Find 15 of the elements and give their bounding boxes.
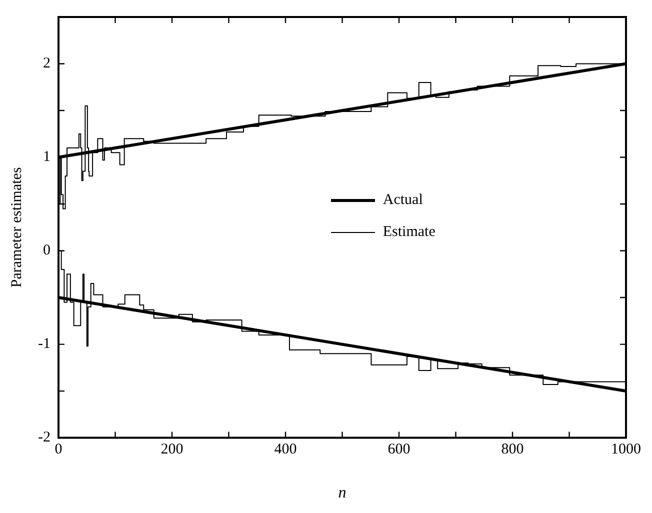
y-tick-label: 2	[42, 56, 50, 72]
y-tick-label: -2	[38, 430, 50, 446]
y-tick-label: 1	[42, 149, 50, 166]
y-tick-label: 0	[42, 242, 50, 259]
legend-label: Actual	[382, 192, 423, 210]
y-axis-title: Parameter estimates	[8, 167, 25, 288]
x-tick-label: 1000	[611, 442, 641, 458]
x-tick-label: 200	[160, 442, 184, 458]
x-tick-label: 0	[54, 442, 62, 458]
x-tick-label: 400	[274, 442, 297, 458]
legend-label: Estimate	[382, 224, 436, 242]
x-tick-label: 600	[388, 442, 410, 458]
x-tick-label: 800	[501, 442, 524, 458]
y-tick-label: -1	[38, 336, 50, 352]
x-axis-title: n	[338, 484, 346, 502]
